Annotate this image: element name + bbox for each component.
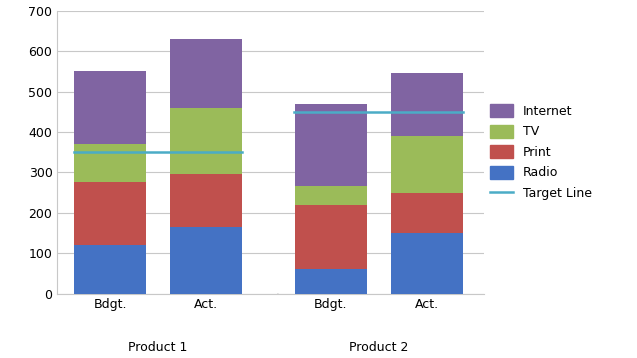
Bar (170, 39, 242, 108)
Bar (295, 269, 367, 294)
Bar (295, 205, 367, 269)
Bar (390, 136, 462, 193)
Bar (74, 245, 146, 294)
Bar (74, 144, 146, 183)
Text: Product 2: Product 2 (349, 341, 408, 354)
Bar (390, 73, 462, 136)
Bar (74, 183, 146, 245)
Text: Product 1: Product 1 (128, 341, 188, 354)
Bar (170, 227, 242, 294)
Bar (74, 71, 146, 144)
Bar (390, 233, 462, 294)
Bar (295, 104, 367, 187)
Bar (295, 187, 367, 205)
Bar (170, 174, 242, 227)
Legend: Internet, TV, Print, Radio, Target Line: Internet, TV, Print, Radio, Target Line (490, 104, 592, 200)
Bar (170, 108, 242, 174)
Bar (390, 193, 462, 233)
